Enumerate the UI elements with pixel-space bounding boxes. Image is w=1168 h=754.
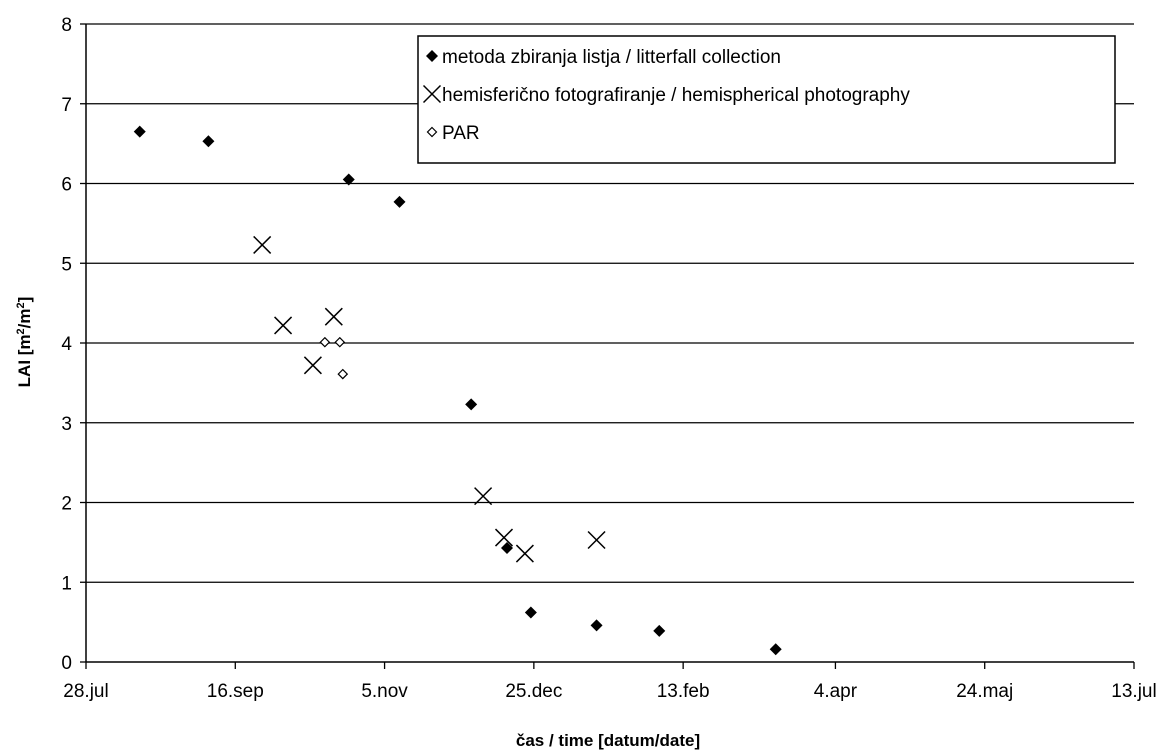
- y-axis-title-mid: /m: [15, 308, 34, 328]
- x-marker-stroke: [474, 487, 493, 506]
- legend: metoda zbiranja listja / litterfall coll…: [417, 35, 1116, 164]
- gridlines: [86, 23, 1134, 583]
- x-tick-label: 13.jul: [1111, 681, 1156, 702]
- data-point: [653, 624, 666, 637]
- x-marker-stroke: [587, 530, 606, 550]
- x-tick-label: 25.dec: [505, 681, 562, 702]
- data-point: [324, 307, 343, 326]
- x-marker-stroke: [422, 84, 442, 104]
- data-point: [393, 195, 406, 208]
- series-3: [319, 336, 349, 380]
- data-point: [590, 619, 603, 632]
- x-tick-label: 5.nov: [361, 681, 408, 702]
- data-point: [337, 368, 349, 380]
- axes: [80, 23, 1135, 669]
- data-point: [769, 643, 782, 656]
- y-axis-title-sup1: 2: [15, 328, 27, 334]
- data-point: [253, 235, 272, 254]
- data-point: [500, 541, 513, 554]
- data-point: [474, 487, 493, 506]
- y-axis-title-base: LAI [m: [15, 334, 34, 387]
- data-points: [133, 125, 782, 656]
- data-point: [524, 606, 537, 619]
- data-point: [274, 316, 293, 335]
- series-2: [253, 235, 606, 563]
- x-marker-stroke: [274, 316, 293, 335]
- data-point: [303, 356, 322, 375]
- x-tick-label: 13.feb: [657, 681, 710, 702]
- data-point: [515, 544, 534, 563]
- legend-marker: [422, 84, 442, 104]
- legend-marker: [426, 126, 438, 138]
- y-axis-title: LAI [m2/m2]: [15, 297, 34, 388]
- legend-label: hemisferično fotografiranje / hemispheri…: [442, 85, 910, 106]
- data-point: [133, 125, 146, 138]
- y-tick-label: 1: [61, 573, 72, 594]
- x-tick-label: 16.sep: [207, 681, 264, 702]
- x-axis-title: čas / time [datum/date]: [516, 731, 700, 750]
- y-tick-label: 8: [61, 15, 72, 36]
- y-tick-labels: 0 1 2 3 4 5 6 7 8: [61, 15, 72, 674]
- data-point: [319, 336, 331, 348]
- data-point: [587, 530, 606, 550]
- data-point: [465, 398, 478, 411]
- x-tick-label: 28.jul: [63, 681, 108, 702]
- x-tick-label: 4.apr: [814, 681, 858, 702]
- x-marker-stroke: [324, 307, 343, 326]
- data-point: [334, 336, 346, 348]
- legend-label: metoda zbiranja listja / litterfall coll…: [442, 47, 781, 68]
- data-point: [494, 528, 514, 547]
- x-tick-labels: 28.jul 16.sep 5.nov 25.dec 13.feb 4.apr 24.maj…: [63, 681, 1156, 702]
- data-point: [342, 173, 355, 186]
- y-tick-label: 0: [61, 653, 72, 674]
- legend-label: PAR: [442, 123, 480, 144]
- x-marker-stroke: [303, 356, 322, 375]
- y-tick-label: 4: [61, 334, 72, 355]
- y-tick-label: 7: [61, 95, 72, 116]
- series-1: [133, 125, 782, 656]
- x-marker-stroke: [253, 235, 272, 254]
- legend-marker: [426, 50, 438, 62]
- y-axis-title-end: ]: [15, 297, 34, 303]
- y-axis-title-sup2: 2: [15, 302, 27, 308]
- y-tick-label: 3: [61, 414, 72, 435]
- x-marker-stroke: [494, 528, 514, 547]
- y-tick-label: 6: [61, 175, 72, 196]
- legend-items: metoda zbiranja listja / litterfall coll…: [422, 47, 910, 144]
- y-tick-label: 2: [61, 494, 72, 515]
- x-marker-stroke: [515, 544, 534, 563]
- y-tick-label: 5: [61, 254, 72, 275]
- data-point: [202, 135, 215, 148]
- legend-box: [417, 35, 1116, 164]
- x-tick-label: 24.maj: [956, 681, 1013, 702]
